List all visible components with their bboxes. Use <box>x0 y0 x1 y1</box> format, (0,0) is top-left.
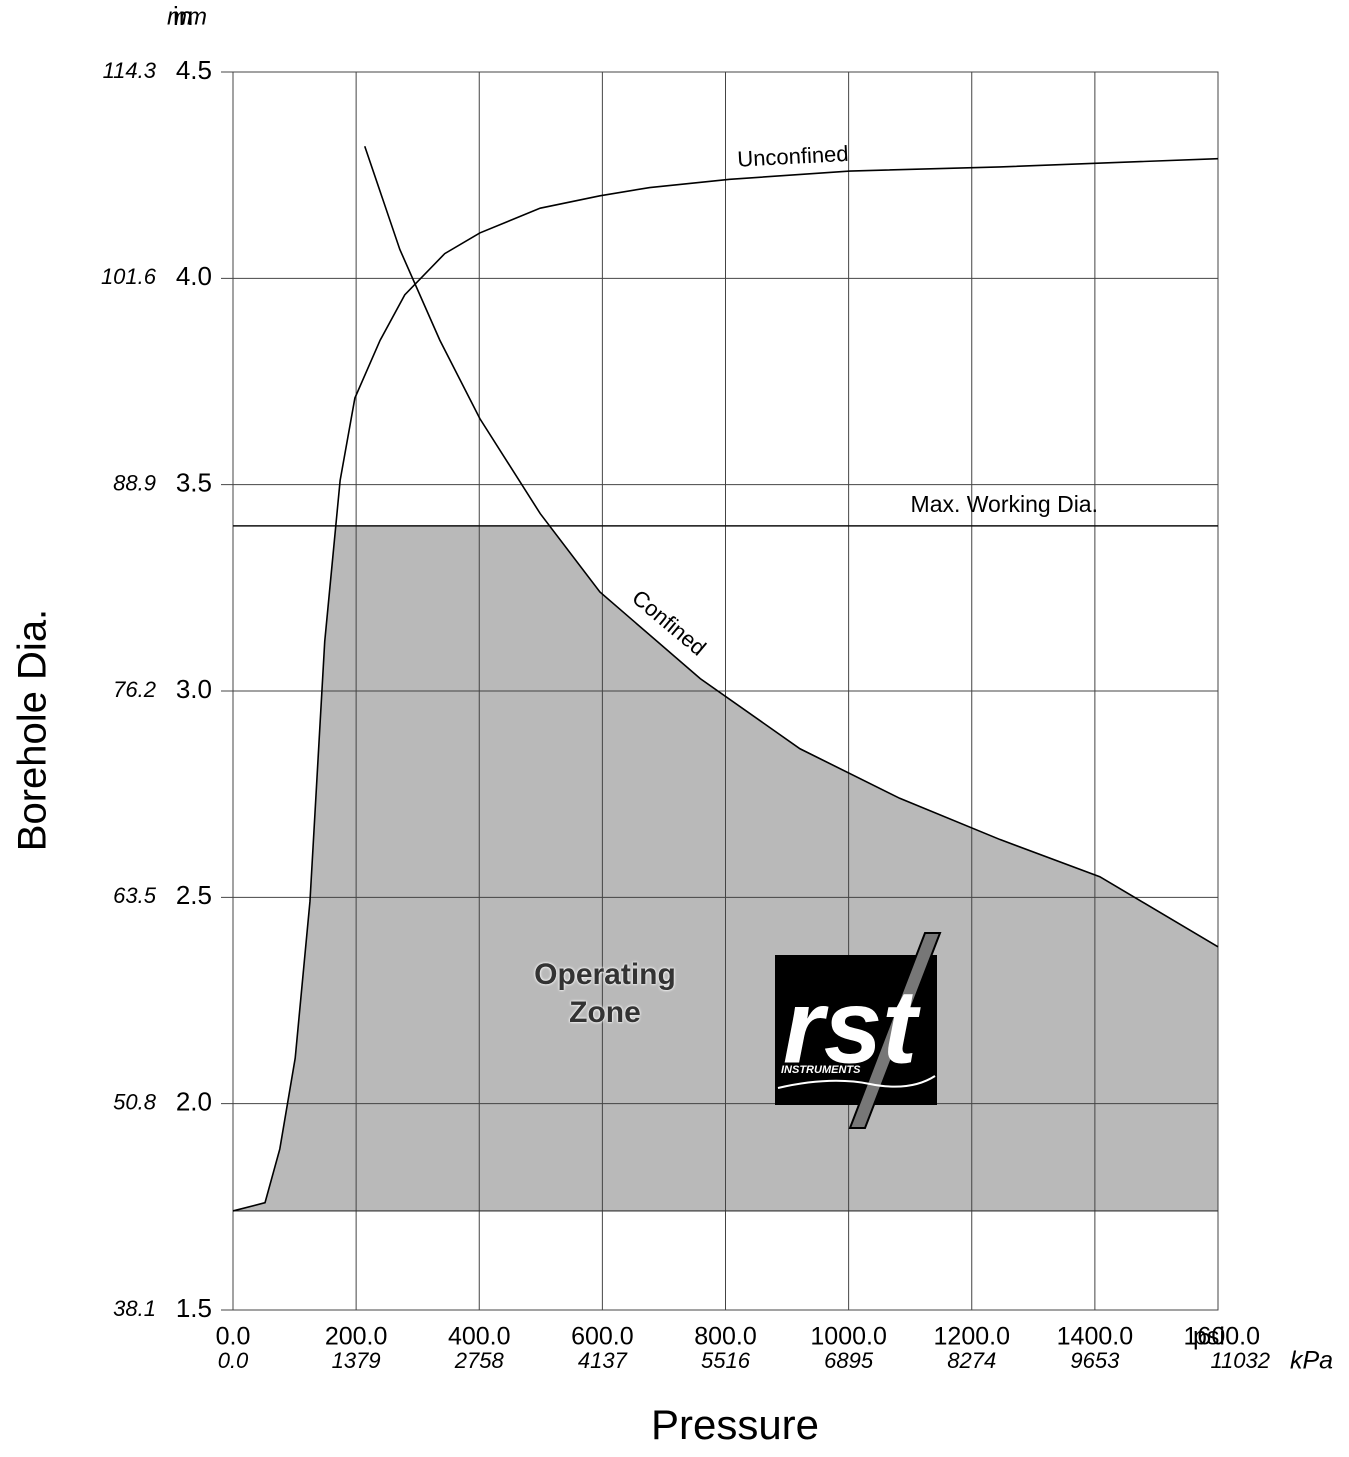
x-tick-label: 400.0 <box>448 1323 511 1351</box>
reference-label: Max. Working Dia. <box>911 491 1098 517</box>
y2-tick-label: 101.6 <box>101 264 157 289</box>
x-tick-label: 1400.0 <box>1057 1323 1133 1351</box>
logo-subtext: INSTRUMENTS <box>781 1064 861 1076</box>
x2-unit: kPa <box>1290 1347 1333 1375</box>
x2-tick-label: 4137 <box>578 1348 628 1373</box>
y2-tick-label: 88.9 <box>113 470 156 495</box>
logo-slash <box>848 932 942 1129</box>
x-tick-label: 200.0 <box>325 1323 388 1351</box>
x-tick-label: 0.0 <box>216 1323 251 1351</box>
x2-tick-label: 2758 <box>454 1348 505 1373</box>
zone-label: Operating Zone <box>534 958 676 1029</box>
series-line <box>232 157 1219 1212</box>
x-unit: psi <box>1193 1323 1225 1351</box>
x-axis-label: Pressure <box>651 1401 819 1448</box>
x-tick-label: 1000.0 <box>810 1323 886 1351</box>
x-tick-label: 1600.0 <box>1184 1323 1260 1351</box>
logo-text: rst <box>783 969 921 1086</box>
y-axis-label: Borehole Dia. <box>11 609 55 851</box>
x2-tick-label: 6895 <box>824 1348 874 1373</box>
logo-wave <box>777 1075 936 1089</box>
y2-tick-label: 50.8 <box>113 1089 157 1114</box>
y-tick-label: 1.5 <box>176 1293 212 1323</box>
y-tick-label: 3.0 <box>176 674 212 704</box>
y2-unit: mm <box>167 3 207 30</box>
y-tick-label: 2.5 <box>176 880 212 910</box>
x2-tick-label: 1379 <box>332 1348 381 1373</box>
x-tick-label: 1200.0 <box>934 1323 1010 1351</box>
y-unit: in <box>173 1 193 31</box>
series-label: Unconfined <box>737 141 849 172</box>
y2-tick-label: 76.2 <box>113 677 156 702</box>
x2-tick-label: 0.0 <box>218 1348 249 1373</box>
y-tick-label: 4.5 <box>176 55 212 85</box>
x2-tick-label: 8274 <box>947 1348 996 1373</box>
y-tick-label: 4.0 <box>176 261 212 291</box>
logo: rst INSTRUMENTS <box>775 932 942 1129</box>
y2-tick-label: 114.3 <box>103 58 157 83</box>
x2-tick-label: 11032 <box>1210 1348 1270 1373</box>
y-tick-label: 2.0 <box>176 1087 212 1117</box>
x2-tick-label: 9653 <box>1070 1348 1120 1373</box>
x-tick-label: 800.0 <box>694 1323 757 1351</box>
series-line <box>363 146 1219 948</box>
y2-tick-label: 63.5 <box>113 883 157 908</box>
grid <box>221 71 1219 1311</box>
y-tick-label: 3.5 <box>176 468 212 498</box>
x-tick-label: 600.0 <box>571 1323 634 1351</box>
x2-tick-label: 5516 <box>701 1348 751 1373</box>
y2-tick-label: 38.1 <box>113 1296 156 1321</box>
